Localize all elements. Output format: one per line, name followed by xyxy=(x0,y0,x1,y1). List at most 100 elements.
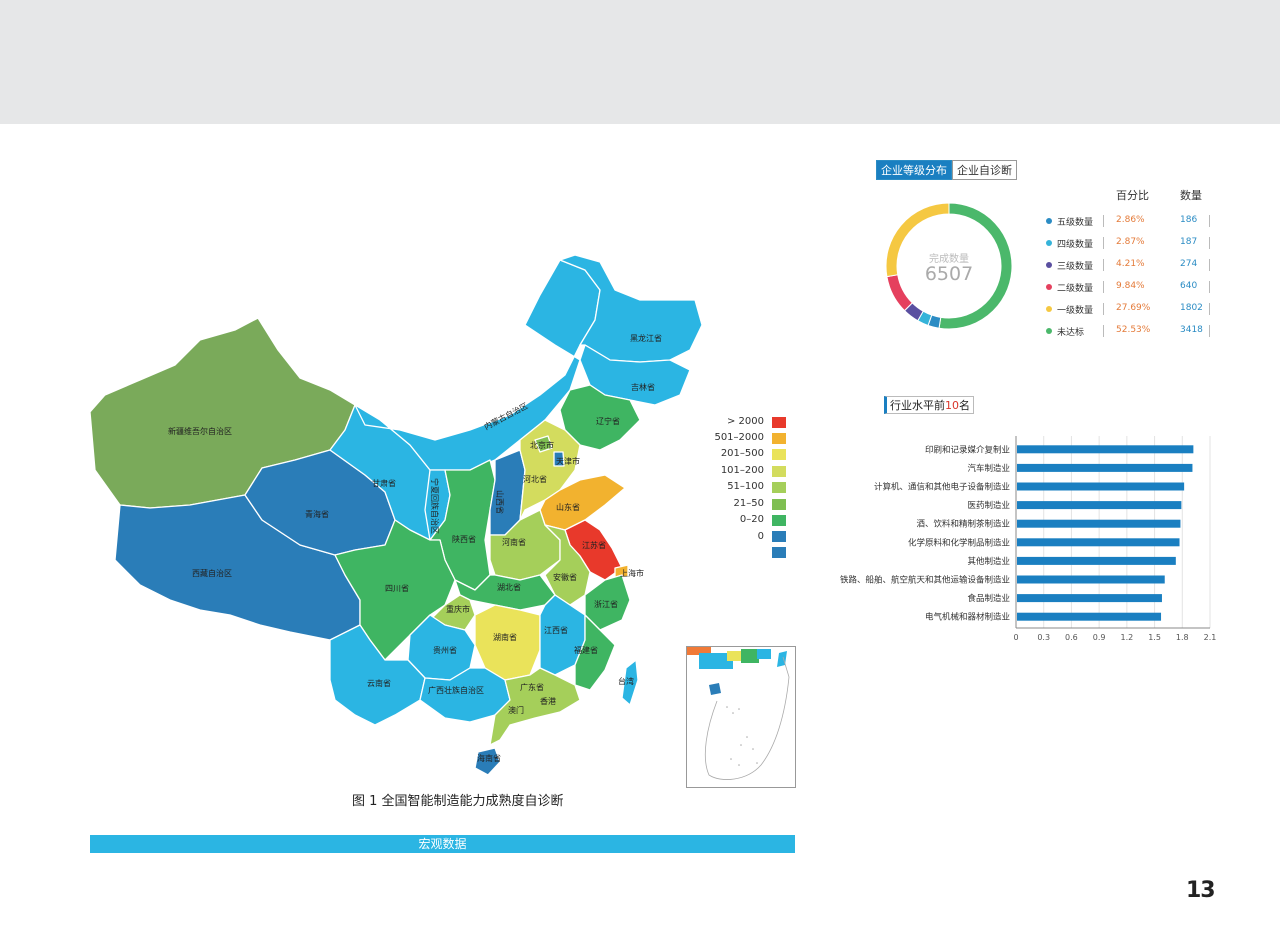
x-tick-label: 0.9 xyxy=(1093,633,1106,642)
legend-swatch xyxy=(772,515,786,526)
label-xizang: 西藏自治区 xyxy=(192,568,232,578)
stat-percent: 2.86% xyxy=(1116,215,1145,225)
divider xyxy=(1103,281,1104,293)
legend-swatch xyxy=(772,466,786,477)
stat-percent: 4.21% xyxy=(1116,259,1145,269)
label-qinghai: 青海省 xyxy=(305,509,329,519)
label-shandong: 山东省 xyxy=(556,502,580,512)
legend-label: 0–20 xyxy=(739,514,764,525)
stat-row: 未达标 52.53% 3418 xyxy=(1046,324,1216,338)
label-chongqing: 重庆市 xyxy=(446,604,470,614)
stat-count: 274 xyxy=(1180,259,1198,269)
stat-dot xyxy=(1046,218,1052,224)
legend-label: 51–100 xyxy=(727,481,764,492)
industry-bar-chart: 0 0.3 0.6 0.9 1.2 1.5 1.8 2.1 印刷和记录媒介复制业汽车制造业计算机… xyxy=(840,436,1217,642)
label-fujian: 福建省 xyxy=(574,645,598,655)
legend-label: 201–500 xyxy=(720,448,764,459)
bar xyxy=(1017,501,1182,510)
bar xyxy=(1017,575,1165,584)
bar xyxy=(1017,538,1180,547)
legend-swatch xyxy=(772,449,786,460)
label-shaanxi: 陕西省 xyxy=(452,534,476,544)
stat-name: 五级数量 xyxy=(1057,218,1094,228)
label-guizhou: 贵州省 xyxy=(433,645,457,655)
section-bar-macro-data: 宏观数据 xyxy=(90,835,795,853)
divider xyxy=(1209,325,1210,337)
divider xyxy=(1209,237,1210,249)
donut-slice xyxy=(885,202,950,278)
stat-dot xyxy=(1046,328,1052,334)
label-guangdong: 广东省 xyxy=(520,682,544,692)
label-yunnan: 云南省 xyxy=(367,678,391,688)
bar xyxy=(1017,612,1162,621)
stat-dot xyxy=(1046,284,1052,290)
legend-swatch xyxy=(772,547,786,558)
stat-row: 五级数量 2.86% 186 xyxy=(1046,214,1216,228)
inset-map xyxy=(687,647,790,780)
label-guangxi: 广西壮族自治区 xyxy=(428,685,484,695)
tab-enterprise-self-diagnosis[interactable]: 企业自诊断 xyxy=(952,160,1017,180)
stat-count: 186 xyxy=(1180,215,1198,225)
province-hainan xyxy=(474,747,501,776)
bar xyxy=(1017,594,1162,603)
label-sichuan: 四川省 xyxy=(385,583,409,593)
bar-title-number: 10 xyxy=(945,399,959,412)
province-sichuan xyxy=(334,519,456,661)
label-shanghai: 上海市 xyxy=(620,568,644,578)
legend-swatch xyxy=(772,531,786,542)
donut-center-value: 6507 xyxy=(924,263,974,285)
category-label: 其他制造业 xyxy=(967,556,1010,567)
legend-swatch xyxy=(772,417,786,428)
x-tick-label: 0 xyxy=(1013,633,1018,642)
divider xyxy=(1209,281,1210,293)
label-gansu: 甘肃省 xyxy=(372,478,396,488)
bar xyxy=(1017,482,1185,491)
province-heilongjiang xyxy=(559,254,703,363)
category-label: 食品制造业 xyxy=(967,593,1010,604)
category-label: 化学原料和化学制品制造业 xyxy=(908,537,1010,548)
label-hebei: 河北省 xyxy=(523,474,547,484)
col-head-count: 数量 xyxy=(1180,189,1202,202)
label-hubei: 湖北省 xyxy=(497,582,521,592)
divider xyxy=(1209,303,1210,315)
donut-chart xyxy=(885,202,1013,330)
bar xyxy=(1017,519,1181,528)
divider xyxy=(1103,237,1104,249)
stat-dot xyxy=(1046,262,1052,268)
category-label: 计算机、通信和其他电子设备制造业 xyxy=(874,482,1010,493)
province-jilin xyxy=(579,344,691,406)
col-head-percent: 百分比 xyxy=(1116,189,1149,202)
legend-label: 101–200 xyxy=(720,465,764,476)
stat-dot xyxy=(1046,240,1052,246)
divider xyxy=(1209,215,1210,227)
stat-percent: 52.53% xyxy=(1116,325,1151,335)
province-shanghai xyxy=(614,564,629,579)
stat-percent: 27.69% xyxy=(1116,303,1151,313)
x-tick-label: 2.1 xyxy=(1204,633,1217,642)
category-label: 医药制造业 xyxy=(967,500,1010,511)
label-jiangsu: 江苏省 xyxy=(582,540,606,550)
tab-group: 企业等级分布 企业自诊断 xyxy=(876,160,1017,180)
stat-name: 未达标 xyxy=(1057,328,1085,338)
province-beijing xyxy=(534,435,553,453)
divider xyxy=(1103,259,1104,271)
stat-name: 三级数量 xyxy=(1057,262,1094,272)
label-heilongjiang: 黑龙江省 xyxy=(630,333,662,343)
province-taiwan xyxy=(621,659,639,706)
legend-swatch xyxy=(772,433,786,444)
stat-percent: 2.87% xyxy=(1116,237,1145,247)
category-label: 印刷和记录媒介复制业 xyxy=(925,444,1010,455)
china-map: 新疆维吾尔自治区 西藏自治区 青海省 甘肃省 内蒙古自治区 黑龙江省 吉林省 辽… xyxy=(89,254,703,776)
label-jiangxi: 江西省 xyxy=(544,625,568,635)
province-liaoning xyxy=(559,384,641,451)
stat-count: 1802 xyxy=(1180,303,1203,313)
province-guangdong xyxy=(489,667,581,746)
label-liaoning: 辽宁省 xyxy=(596,416,620,426)
category-label: 电气机械和器材制造业 xyxy=(925,612,1010,623)
province-hunan xyxy=(474,604,541,681)
page-number: 13 xyxy=(1186,878,1216,903)
label-anhui: 安徽省 xyxy=(553,572,577,582)
x-tick-label: 1.5 xyxy=(1148,633,1161,642)
x-tick-label: 0.6 xyxy=(1065,633,1078,642)
tab-enterprise-level-distribution[interactable]: 企业等级分布 xyxy=(876,160,952,180)
